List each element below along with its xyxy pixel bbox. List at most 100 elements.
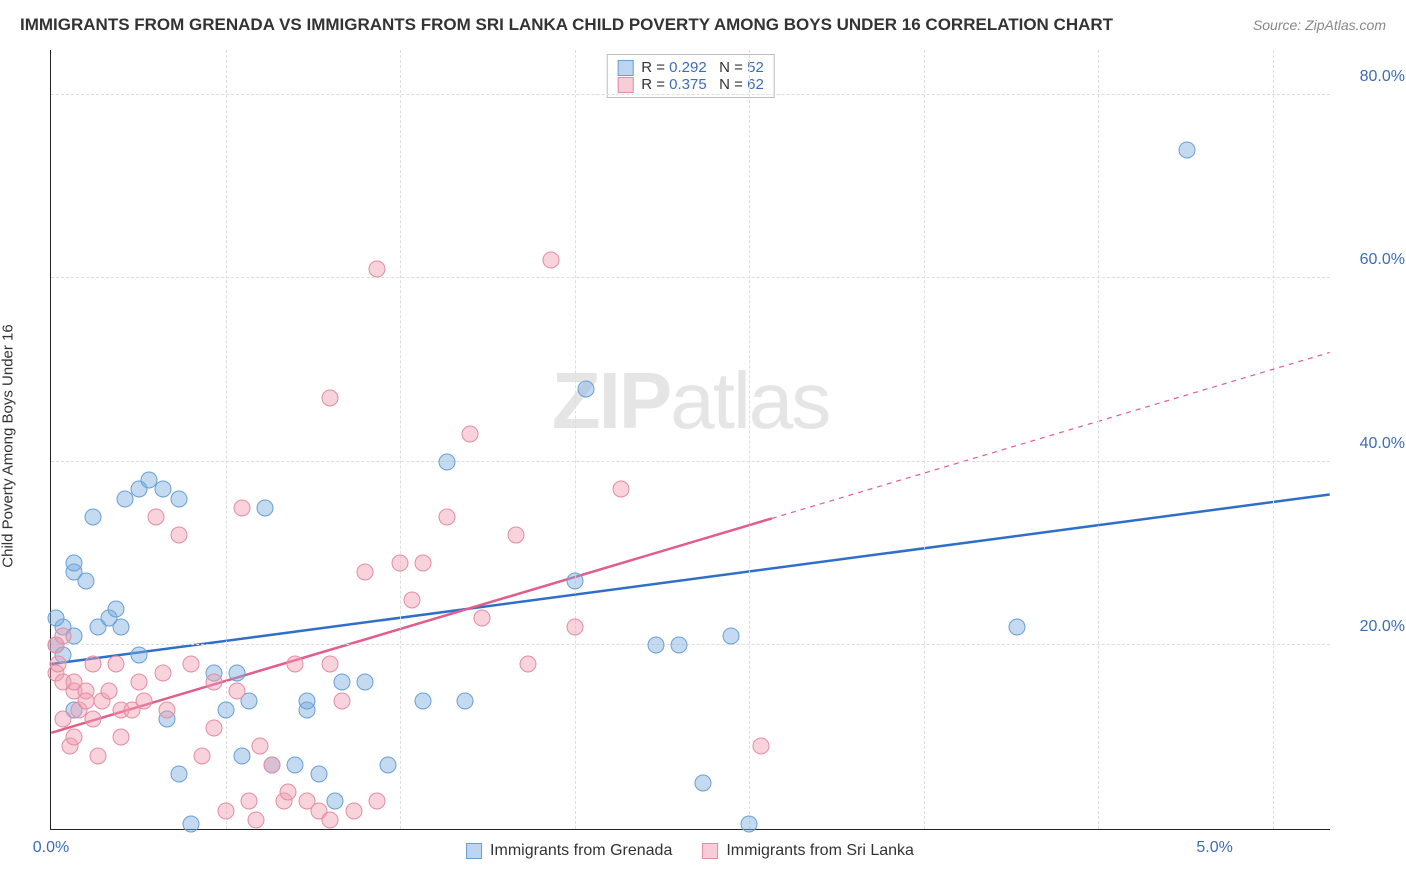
data-point bbox=[217, 802, 234, 819]
data-point bbox=[322, 811, 339, 828]
data-point bbox=[461, 426, 478, 443]
data-point bbox=[108, 600, 125, 617]
data-point bbox=[154, 481, 171, 498]
data-point bbox=[333, 674, 350, 691]
swatch-blue-icon bbox=[466, 843, 482, 859]
data-point bbox=[205, 720, 222, 737]
data-point bbox=[47, 609, 64, 626]
data-point bbox=[131, 674, 148, 691]
series-legend: Immigrants from Grenada Immigrants from … bbox=[466, 842, 914, 860]
plot-area: ZIPatlas R = 0.292 N = 52 R = 0.375 N = … bbox=[50, 50, 1330, 830]
data-point bbox=[578, 380, 595, 397]
data-point bbox=[648, 637, 665, 654]
data-point bbox=[287, 655, 304, 672]
x-tick-label: 5.0% bbox=[1196, 839, 1232, 857]
x-tick-label: 0.0% bbox=[33, 839, 69, 857]
gridline-v bbox=[400, 50, 401, 829]
trend-lines bbox=[51, 50, 1330, 829]
data-point bbox=[722, 628, 739, 645]
plot-frame: ZIPatlas R = 0.292 N = 52 R = 0.375 N = … bbox=[50, 50, 1330, 830]
data-point bbox=[233, 747, 250, 764]
gridline-h bbox=[51, 461, 1330, 462]
gridline-h bbox=[51, 94, 1330, 95]
data-point bbox=[101, 683, 118, 700]
data-point bbox=[392, 554, 409, 571]
swatch-pink-icon bbox=[702, 843, 718, 859]
data-point bbox=[368, 793, 385, 810]
legend-item-grenada: Immigrants from Grenada bbox=[466, 842, 672, 860]
data-point bbox=[752, 738, 769, 755]
data-point bbox=[229, 665, 246, 682]
data-point bbox=[171, 765, 188, 782]
data-point bbox=[299, 692, 316, 709]
data-point bbox=[508, 527, 525, 544]
data-point bbox=[159, 701, 176, 718]
chart-title: IMMIGRANTS FROM GRENADA VS IMMIGRANTS FR… bbox=[20, 15, 1113, 35]
gridline-h bbox=[51, 644, 1330, 645]
data-point bbox=[322, 655, 339, 672]
data-point bbox=[240, 793, 257, 810]
data-point bbox=[543, 252, 560, 269]
legend-item-srilanka: Immigrants from Sri Lanka bbox=[702, 842, 914, 860]
data-point bbox=[147, 509, 164, 526]
y-tick-label: 40.0% bbox=[1335, 435, 1405, 453]
data-point bbox=[171, 527, 188, 544]
data-point bbox=[380, 756, 397, 773]
data-point bbox=[438, 453, 455, 470]
data-point bbox=[247, 811, 264, 828]
data-point bbox=[438, 509, 455, 526]
gridline-v bbox=[1273, 50, 1274, 829]
data-point bbox=[357, 674, 374, 691]
data-point bbox=[322, 389, 339, 406]
data-point bbox=[194, 747, 211, 764]
data-point bbox=[357, 564, 374, 581]
data-point bbox=[108, 655, 125, 672]
data-point bbox=[112, 729, 129, 746]
data-point bbox=[89, 747, 106, 764]
data-point bbox=[77, 573, 94, 590]
data-point bbox=[252, 738, 269, 755]
data-point bbox=[326, 793, 343, 810]
data-point bbox=[741, 816, 758, 833]
y-axis-label: Child Poverty Among Boys Under 16 bbox=[0, 324, 17, 567]
data-point bbox=[131, 646, 148, 663]
data-point bbox=[613, 481, 630, 498]
data-point bbox=[333, 692, 350, 709]
data-point bbox=[205, 674, 222, 691]
data-point bbox=[182, 816, 199, 833]
data-point bbox=[368, 261, 385, 278]
data-point bbox=[287, 756, 304, 773]
data-point bbox=[310, 765, 327, 782]
data-point bbox=[66, 554, 83, 571]
legend-row-grenada: R = 0.292 N = 52 bbox=[617, 59, 764, 76]
data-point bbox=[229, 683, 246, 700]
data-point bbox=[257, 499, 274, 516]
data-point bbox=[171, 490, 188, 507]
data-point bbox=[77, 692, 94, 709]
data-point bbox=[84, 655, 101, 672]
data-point bbox=[84, 710, 101, 727]
gridline-v bbox=[924, 50, 925, 829]
data-point bbox=[520, 655, 537, 672]
y-tick-label: 60.0% bbox=[1335, 251, 1405, 269]
data-point bbox=[473, 609, 490, 626]
watermark: ZIPatlas bbox=[552, 355, 829, 447]
data-point bbox=[182, 655, 199, 672]
data-point bbox=[264, 756, 281, 773]
data-point bbox=[84, 509, 101, 526]
data-point bbox=[54, 710, 71, 727]
gridline-h bbox=[51, 277, 1330, 278]
data-point bbox=[457, 692, 474, 709]
data-point bbox=[1178, 141, 1195, 158]
data-point bbox=[403, 591, 420, 608]
data-point bbox=[233, 499, 250, 516]
y-tick-label: 20.0% bbox=[1335, 618, 1405, 636]
data-point bbox=[280, 784, 297, 801]
y-tick-label: 80.0% bbox=[1335, 68, 1405, 86]
data-point bbox=[566, 619, 583, 636]
data-point bbox=[112, 619, 129, 636]
data-point bbox=[136, 692, 153, 709]
data-point bbox=[694, 775, 711, 792]
swatch-pink-icon bbox=[617, 77, 633, 93]
data-point bbox=[66, 729, 83, 746]
